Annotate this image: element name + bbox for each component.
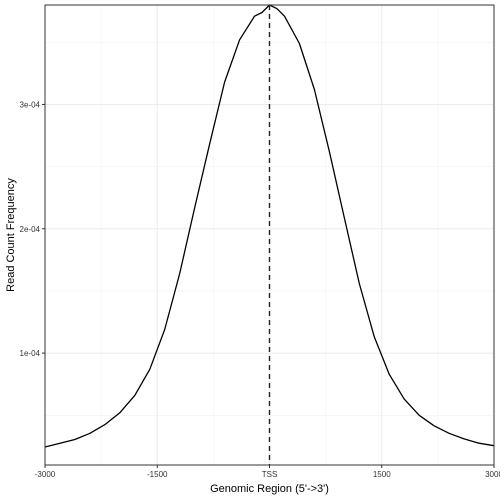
- y-tick-label: 1e-04: [20, 349, 41, 358]
- x-tick-label: -3000: [35, 470, 56, 479]
- y-tick-label: 3e-04: [20, 100, 41, 109]
- x-axis: -3000 -1500 TSS 1500 3000: [35, 465, 500, 479]
- x-tick-label: 3000: [485, 470, 500, 479]
- x-tick-label: TSS: [262, 470, 278, 479]
- y-axis-title: Read Count Frequency: [5, 178, 17, 292]
- x-tick-label: -1500: [147, 470, 168, 479]
- x-axis-title: Genomic Region (5'->3'): [210, 483, 329, 495]
- x-tick-label: 1500: [373, 470, 391, 479]
- y-axis: 1e-04 2e-04 3e-04: [20, 100, 45, 358]
- y-tick-label: 2e-04: [20, 225, 41, 234]
